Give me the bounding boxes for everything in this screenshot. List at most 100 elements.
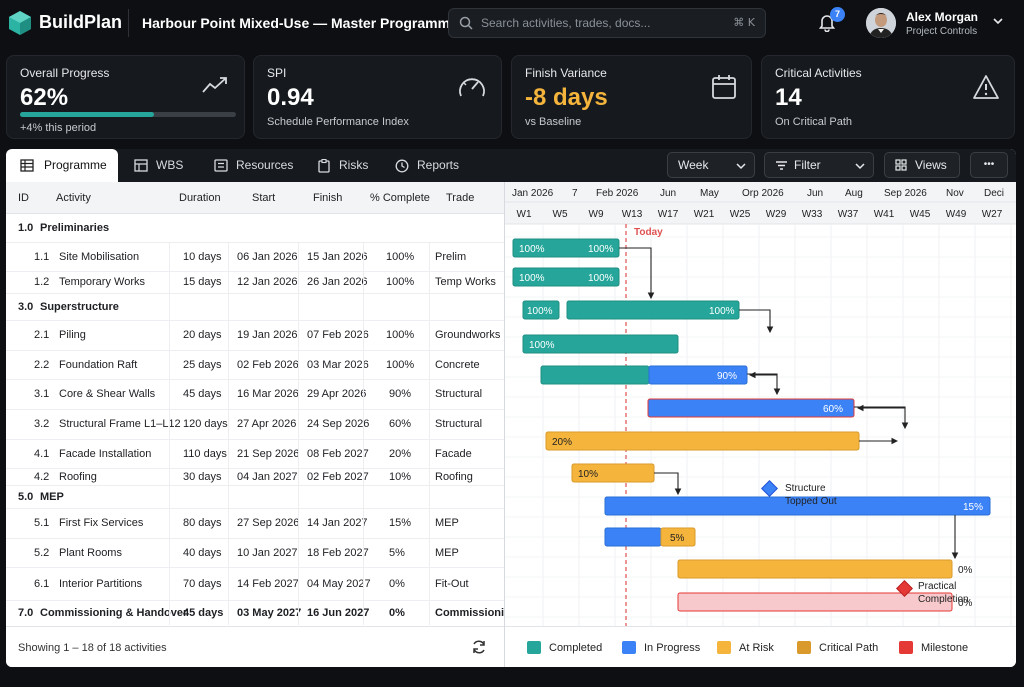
cell-id: 3.1 bbox=[34, 388, 50, 400]
cell-activity: Temporary Works bbox=[59, 276, 145, 288]
bar-facade[interactable] bbox=[545, 431, 860, 451]
kpi-value: 0.94 bbox=[267, 84, 314, 111]
column-header-activity[interactable]: Activity bbox=[56, 192, 91, 204]
cell-start: 16 Mar 2026 bbox=[237, 388, 299, 400]
cell-start: 06 Jan 2026 bbox=[237, 251, 298, 263]
bar-foundation-raft[interactable] bbox=[522, 334, 679, 354]
cell-finish: 08 Feb 2027 bbox=[307, 448, 369, 460]
column-divider bbox=[363, 242, 364, 625]
table-row[interactable]: 4.2 Roofing 30 days 04 Jan 2027 02 Feb 2027 1… bbox=[6, 468, 504, 485]
group-row[interactable]: 5.0 MEP bbox=[6, 485, 504, 508]
tab-reports[interactable]: Reports bbox=[395, 149, 475, 182]
notification-badge: 7 bbox=[830, 7, 845, 22]
table-row[interactable]: 4.1 Facade Installation 110 days 21 Sep 202… bbox=[6, 439, 504, 468]
views-button[interactable]: Views bbox=[884, 152, 960, 178]
table-row[interactable]: 2.1 Piling 20 days 19 Jan 2026 07 Feb 2026 10… bbox=[6, 320, 504, 350]
timescale-select[interactable]: Week bbox=[667, 152, 755, 178]
cell-id: 3.0 bbox=[18, 301, 34, 313]
column-header-id[interactable]: ID bbox=[18, 192, 29, 204]
cell-id: 2.1 bbox=[34, 329, 50, 341]
week-label: W27 bbox=[982, 209, 1003, 220]
table-row[interactable]: 1.2 Temporary Works 15 days 12 Jan 2026 26 J… bbox=[6, 271, 504, 293]
kpi-sub: +4% this period bbox=[20, 122, 97, 134]
cell-start: 27 Sep 2026 bbox=[237, 517, 300, 529]
bell-icon[interactable] bbox=[817, 12, 837, 32]
bar-temporary-works[interactable] bbox=[512, 267, 620, 287]
cell-finish: 24 Sep 2026 bbox=[307, 418, 370, 430]
user-name: Alex Morgan bbox=[906, 10, 979, 24]
column-header-duration[interactable]: Duration bbox=[179, 192, 221, 204]
refresh-icon[interactable] bbox=[471, 639, 487, 655]
group-row[interactable]: 7.0 Commissioning & Handover 45 days 03 May… bbox=[6, 600, 518, 626]
row-divider bbox=[6, 242, 504, 243]
table-row[interactable]: 3.1 Core & Shear Walls 45 days 16 Mar 2026 2… bbox=[6, 379, 504, 409]
pane-divider[interactable] bbox=[504, 182, 505, 667]
cell-activity: Roofing bbox=[59, 471, 97, 483]
cell-finish: 26 Jan 2026 bbox=[307, 276, 368, 288]
bar-core-walls[interactable] bbox=[648, 365, 748, 385]
dependency-arrow bbox=[747, 373, 781, 396]
column-header-start[interactable]: Start bbox=[252, 192, 276, 204]
bar-commissioning[interactable] bbox=[677, 592, 953, 612]
cell-id: 5.2 bbox=[34, 547, 50, 559]
column-header-complete[interactable]: % Complete bbox=[370, 192, 430, 204]
avatar[interactable] bbox=[866, 8, 896, 38]
bar-label: 0% bbox=[958, 598, 973, 609]
week-label: W45 bbox=[910, 209, 931, 220]
tab-resources[interactable]: Resources bbox=[214, 149, 309, 182]
group-row[interactable]: 1.0 Preliminaries bbox=[6, 214, 504, 242]
cell-trade: Roofing bbox=[435, 471, 473, 483]
column-header-trade[interactable]: Trade bbox=[446, 192, 475, 204]
cell-activity: Facade Installation bbox=[59, 448, 152, 460]
cell-start: 14 Feb 2027 bbox=[237, 578, 299, 590]
cell-trade: Facade bbox=[435, 448, 472, 460]
project-title: Harbour Point Mixed-Use — Master Program… bbox=[142, 15, 458, 31]
cell-duration: 45 days bbox=[183, 388, 222, 400]
kpi-finish-variance: Finish Variance -8 days vs Baseline bbox=[511, 55, 752, 139]
table-row[interactable]: 5.2 Plant Rooms 40 days 10 Jan 2027 18 Feb 2… bbox=[6, 538, 504, 567]
bar-plant-rooms-risk[interactable] bbox=[660, 527, 696, 547]
milestone-structure-topped-out[interactable] bbox=[761, 480, 778, 497]
milestone-practical-completion[interactable] bbox=[896, 580, 913, 597]
cell-id: 1.2 bbox=[34, 276, 50, 288]
week-label: W41 bbox=[874, 209, 895, 220]
cell-start: 21 Sep 2026 bbox=[237, 448, 300, 460]
row-count: Showing 1 – 18 of 18 activities bbox=[18, 642, 167, 654]
group-row[interactable]: 3.0 Superstructure bbox=[6, 293, 504, 320]
buildplan-logo-icon bbox=[9, 11, 31, 35]
dependency-arrow bbox=[739, 309, 774, 334]
filter-button[interactable]: Filter bbox=[764, 152, 874, 178]
cell-finish: 04 May 2027 bbox=[307, 578, 371, 590]
legend-swatch bbox=[622, 641, 636, 654]
bar-first-fix[interactable] bbox=[604, 496, 991, 516]
bar-plant-rooms[interactable] bbox=[604, 527, 662, 547]
bar-interior-partitions[interactable] bbox=[677, 559, 953, 579]
tab-risks[interactable]: Risks bbox=[317, 149, 387, 182]
cell-finish: 03 Mar 2026 bbox=[307, 359, 369, 371]
chevron-down-icon[interactable] bbox=[992, 16, 1004, 26]
column-header-finish[interactable]: Finish bbox=[313, 192, 343, 204]
cell-finish: 29 Apr 2026 bbox=[307, 388, 367, 400]
bar-core-walls-done[interactable] bbox=[540, 365, 650, 385]
search-input[interactable] bbox=[481, 14, 721, 32]
table-row[interactable]: 3.2 Structural Frame L1–L12 120 days 27 Apr… bbox=[6, 409, 504, 439]
cell-duration: 120 days bbox=[183, 418, 228, 430]
table-row[interactable]: 1.1 Site Mobilisation 10 days 06 Jan 2026 15… bbox=[6, 242, 504, 271]
tab-programme[interactable]: Programme bbox=[6, 149, 118, 182]
wbs-icon bbox=[134, 159, 148, 172]
cell-activity: MEP bbox=[40, 491, 64, 503]
more-options-button[interactable]: ••• bbox=[970, 152, 1008, 178]
table-row[interactable]: 2.2 Foundation Raft 25 days 02 Feb 2026 03 M… bbox=[6, 350, 504, 379]
row-divider bbox=[6, 320, 504, 321]
bar-piling[interactable] bbox=[522, 300, 560, 320]
table-row[interactable]: 6.1 Interior Partitions 70 days 14 Feb 2027… bbox=[6, 567, 504, 600]
legend-label: Critical Path bbox=[819, 642, 879, 654]
table-row[interactable]: 5.1 First Fix Services 80 days 27 Sep 2026 1… bbox=[6, 508, 504, 538]
kpi-sub: Schedule Performance Index bbox=[267, 116, 409, 128]
bar-structural-frame[interactable] bbox=[647, 398, 855, 418]
filter-icon bbox=[776, 161, 787, 170]
tab-wbs[interactable]: WBS bbox=[134, 149, 204, 182]
row-divider bbox=[6, 439, 504, 440]
cell-finish: 02 Feb 2027 bbox=[307, 471, 369, 483]
search-box[interactable]: ⌘ K bbox=[448, 8, 766, 38]
